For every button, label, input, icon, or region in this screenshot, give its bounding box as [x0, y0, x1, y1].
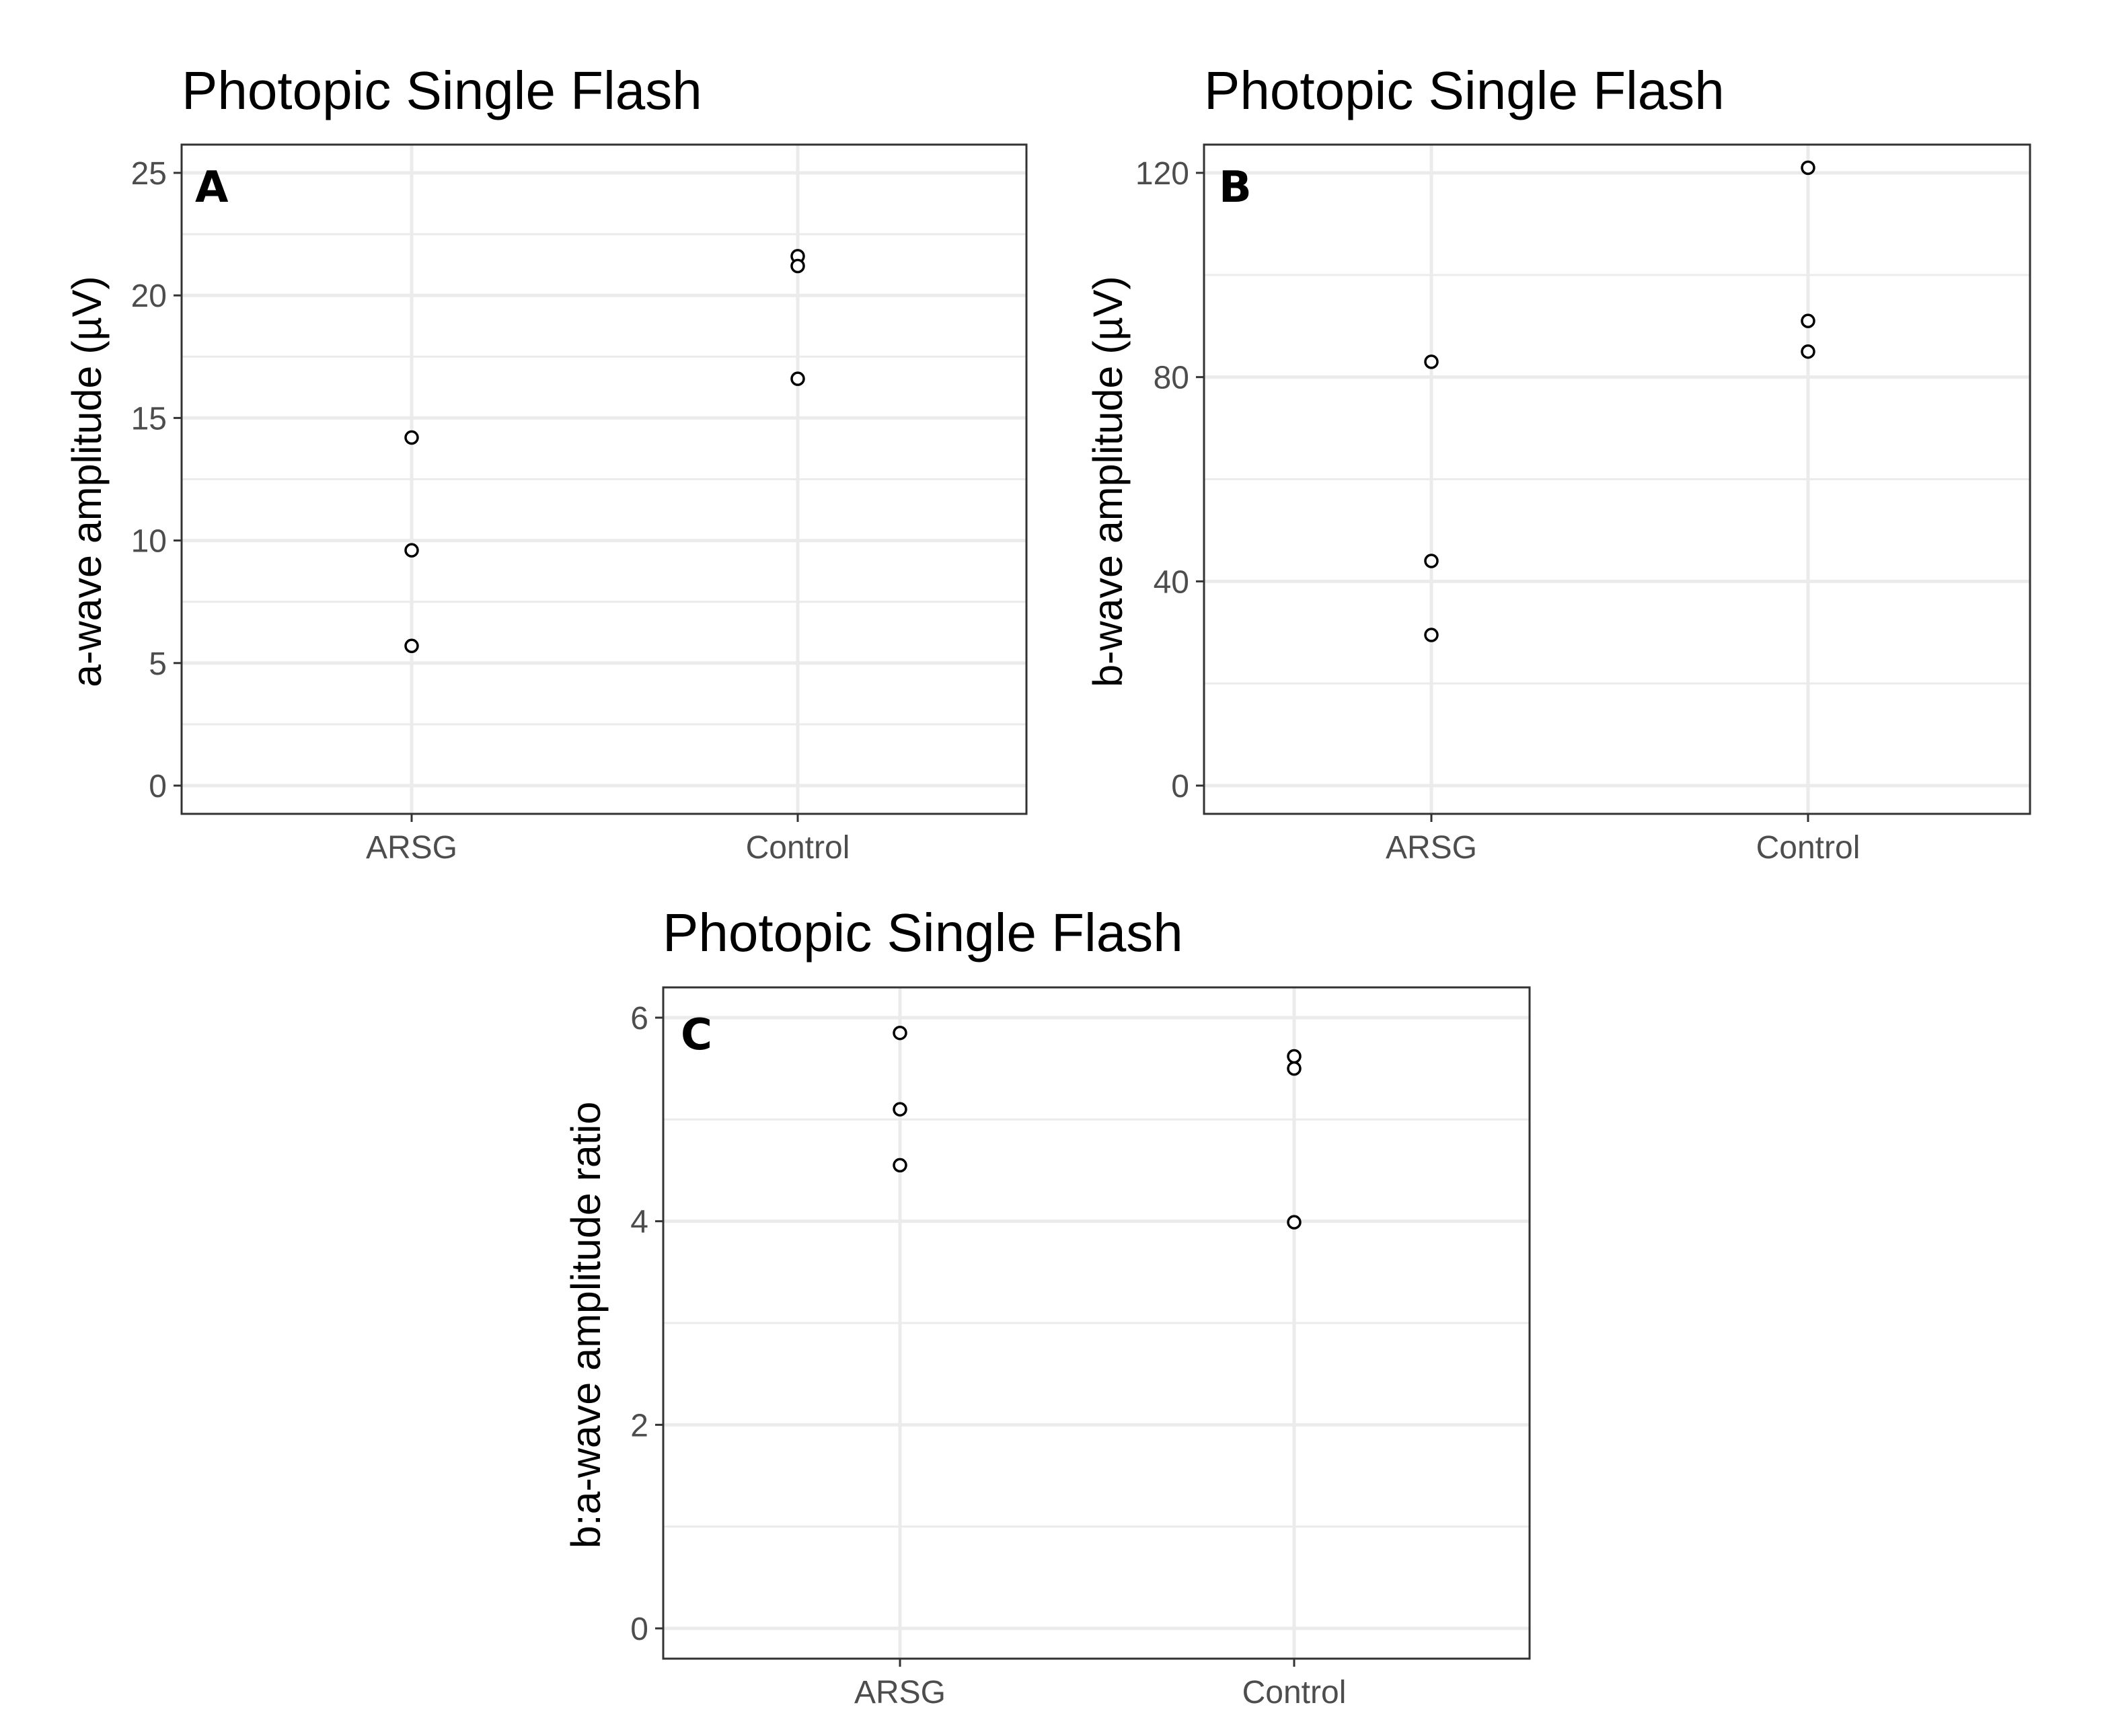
- panel-c-x-tick-label: ARSG: [854, 1675, 946, 1710]
- panel-b-data-point: [1801, 344, 1815, 359]
- panel-a-y-axis-label: a-wave amplitude (µV): [64, 276, 110, 687]
- panel-b: Photopic Single Flash b-wave amplitude (…: [1085, 61, 2031, 866]
- panel-c-points: [893, 1025, 1302, 1230]
- panel-a-data-point: [404, 638, 419, 654]
- panel-b-y-tick-label: 0: [1171, 769, 1189, 804]
- panel-c-y-axis-label: b:a-wave amplitude ratio: [563, 1102, 609, 1549]
- panel-a-plot-frame: [180, 143, 1028, 815]
- panel-b-y-tick-label: 80: [1154, 361, 1189, 396]
- panel-a-y-tick-label: 5: [149, 646, 167, 682]
- panel-c-title: Photopic Single Flash: [663, 903, 1183, 963]
- panel-b-x-axis: ARSG Control: [1386, 814, 1860, 866]
- panel-a: Photopic Single Flash a-wave amplitude (…: [64, 61, 1028, 866]
- panel-b-points: [1424, 160, 1815, 642]
- panel-b-x-tick-label: ARSG: [1386, 830, 1477, 866]
- panel-a-x-tick-label: ARSG: [366, 830, 457, 866]
- panel-c-data-point: [893, 1025, 907, 1041]
- panel-b-data-point: [1424, 628, 1439, 642]
- panel-c-letter: C: [681, 1010, 712, 1060]
- panel-b-y-tick-label: 40: [1154, 564, 1189, 600]
- panel-a-x-tick-label: Control: [746, 830, 850, 866]
- panel-c-y-tick-label: 0: [630, 1612, 648, 1647]
- panel-a-data-point: [404, 543, 419, 558]
- panel-c-data-point: [893, 1158, 907, 1173]
- panel-c-x-axis: ARSG Control: [854, 1659, 1346, 1710]
- panel-a-y-axis: 0 5 10 15 20 25: [131, 156, 182, 804]
- panel-b-plot-frame: [1203, 143, 2031, 815]
- panel-a-y-tick-label: 25: [131, 156, 167, 192]
- panel-c-data-point: [1287, 1049, 1302, 1064]
- panel-b-letter: B: [1219, 163, 1252, 213]
- panel-c-y-axis: 0 2 4 6: [630, 1001, 663, 1647]
- panel-a-data-point: [404, 430, 419, 445]
- panel-c-data-point: [893, 1102, 907, 1117]
- panel-c-grid: [663, 987, 1530, 1659]
- panel-b-x-tick-label: Control: [1756, 830, 1861, 866]
- panel-c-y-tick-label: 4: [630, 1205, 648, 1240]
- panel-b-y-tick-label: 120: [1135, 156, 1189, 192]
- panel-c-y-tick-label: 2: [630, 1408, 648, 1443]
- panel-a-y-tick-label: 20: [131, 278, 167, 314]
- panel-c-y-tick-label: 6: [630, 1001, 648, 1036]
- panel-b-data-point: [1801, 160, 1815, 176]
- panel-a-title: Photopic Single Flash: [182, 61, 702, 120]
- panel-a-y-tick-label: 10: [131, 524, 167, 560]
- panel-b-grid: [1204, 145, 2030, 814]
- panel-b-y-axis-label: b-wave amplitude (µV): [1085, 276, 1131, 687]
- panel-b-title: Photopic Single Flash: [1204, 61, 1725, 120]
- panel-c-plot-frame: [662, 986, 1531, 1660]
- panel-a-y-tick-label: 15: [131, 401, 167, 437]
- panel-a-data-point: [790, 371, 805, 386]
- panel-c: Photopic Single Flash b:a-wave amplitude…: [563, 903, 1531, 1710]
- panel-b-data-point: [1801, 313, 1815, 328]
- panel-a-x-axis: ARSG Control: [366, 814, 850, 866]
- panel-a-data-point: [790, 258, 805, 274]
- panel-a-letter: A: [195, 163, 229, 213]
- panel-c-data-point: [1287, 1215, 1302, 1230]
- panel-a-points: [404, 249, 805, 654]
- panel-b-data-point: [1424, 354, 1439, 369]
- panel-b-y-axis: 0 40 80 120: [1135, 156, 1204, 804]
- panel-c-data-point: [1287, 1061, 1302, 1076]
- panel-c-x-tick-label: Control: [1242, 1675, 1347, 1710]
- panel-b-data-point: [1424, 554, 1439, 568]
- panel-a-y-tick-label: 0: [149, 769, 167, 804]
